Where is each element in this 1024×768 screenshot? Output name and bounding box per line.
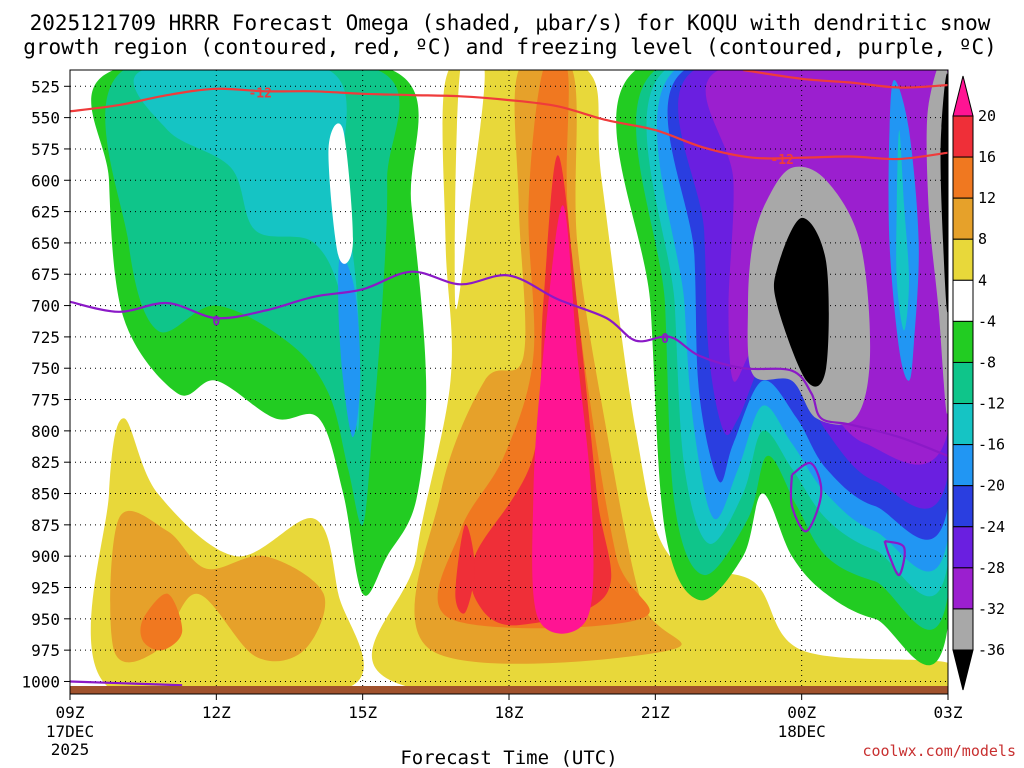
omega-region-omega-blue-a: [338, 255, 361, 438]
colorbar-level-label: 4: [978, 271, 987, 289]
colorbar-bin: [952, 361, 974, 405]
omega-region-white-gap-a: [328, 123, 353, 264]
colorbar-bin: [952, 444, 974, 487]
y-axis-ticks: 525 550 575 600 625 650 675 700 725 750 775 800 825 8…: [21, 77, 70, 691]
chart-title-line2: growth region (contoured, red, ºC) and f…: [23, 35, 997, 59]
plot-area: -12 -12 0 0: [70, 70, 948, 694]
omega-region-neg-black: [773, 217, 829, 387]
colorbar-level-label: -8: [978, 353, 996, 371]
colorbar-level-label: 12: [978, 189, 996, 207]
x-tick-label: 21Z: [641, 703, 670, 722]
x-tick-year: 2025: [51, 740, 90, 759]
contour-label: 0: [661, 332, 669, 347]
x-tick-label: 15Z: [348, 703, 377, 722]
colorbar-bin: [952, 279, 974, 322]
colorbar: 20 16 12 8 4 -4 -8 -12 -16 -20 -24 -28 -32 -36: [952, 75, 1005, 691]
colorbar-bin: [952, 238, 974, 281]
colorbar-bin: [952, 115, 974, 158]
colorbar-bin: [952, 567, 974, 610]
colorbar-level-label: -20: [978, 477, 1005, 495]
omega-region-pos-red-small: [455, 524, 475, 614]
contour-freezing-loop-a: [789, 461, 823, 533]
omega-shading: [90, 70, 948, 694]
colorbar-bin: [952, 485, 974, 528]
omega-region-white-gap-b: [454, 70, 485, 310]
y-tick-label: 900: [31, 547, 60, 566]
colorbar-bin: [952, 608, 974, 651]
ground-surface: [70, 686, 948, 694]
y-tick-label: 600: [31, 171, 60, 190]
omega-region-neg-cyan-column: [896, 130, 909, 331]
y-tick-label: 800: [31, 422, 60, 441]
y-tick-label: 850: [31, 485, 60, 504]
chart-title-line1: 2025121709 HRRR Forecast Omega (shaded, …: [30, 11, 991, 35]
contour-freezing-level: [70, 270, 948, 457]
x-tick-label: 18Z: [495, 703, 524, 722]
colorbar-level-label: 20: [978, 107, 996, 125]
x-tick-label: 12Z: [202, 703, 231, 722]
y-tick-label: 675: [31, 265, 60, 284]
y-tick-label: 525: [31, 77, 60, 96]
contour-label: -12: [770, 153, 793, 168]
x-tick-label: 03Z: [934, 703, 963, 722]
y-tick-label: 1000: [21, 672, 60, 691]
contour-dgz-minus12: [70, 87, 948, 161]
y-tick-label: 725: [31, 328, 60, 347]
omega-region-neg-black-edge: [940, 73, 948, 313]
y-tick-label: 875: [31, 516, 60, 535]
y-tick-label: 950: [31, 610, 60, 629]
contour-label: -12: [248, 87, 271, 102]
contour-dgz-minus12-top: [742, 70, 948, 89]
colorbar-top-arrow: [952, 75, 974, 117]
colorbar-level-label: -12: [978, 395, 1005, 413]
omega-region-pos-orange-b: [140, 593, 183, 651]
x-axis-label: Forecast Time (UTC): [400, 747, 617, 768]
y-tick-label: 575: [31, 140, 60, 159]
colorbar-level-label: -24: [978, 518, 1005, 536]
colorbar-level-label: -28: [978, 559, 1005, 577]
colorbar-bin: [952, 320, 974, 363]
colorbar-level-label: -32: [978, 600, 1005, 618]
colorbar-bin: [952, 526, 974, 569]
y-tick-label: 975: [31, 641, 60, 660]
x-tick-date: 17DEC: [46, 722, 94, 741]
contour-freezing-loop-b: [883, 540, 906, 577]
y-tick-label: 775: [31, 391, 60, 410]
colorbar-bottom-arrow: [952, 649, 974, 691]
watermark: coolwx.com/models: [862, 742, 1016, 760]
y-tick-label: 550: [31, 109, 60, 128]
colorbar-bin: [952, 197, 974, 240]
y-tick-label: 625: [31, 203, 60, 222]
contour-label: 0: [212, 315, 220, 330]
x-tick-label: 00Z: [787, 703, 816, 722]
y-tick-label: 825: [31, 453, 60, 472]
omega-region-omega-cyan-a: [133, 70, 360, 431]
colorbar-level-label: -4: [978, 312, 996, 330]
omega-region-pos-magenta: [532, 205, 594, 634]
colorbar-level-label: 16: [978, 148, 996, 166]
x-tick-date: 18DEC: [778, 722, 826, 741]
contour-freezing-surface: [70, 680, 183, 687]
y-tick-label: 650: [31, 234, 60, 253]
colorbar-bin: [952, 403, 974, 446]
x-tick-label: 09Z: [56, 703, 85, 722]
colorbar-level-label: -36: [978, 641, 1005, 659]
dotted-grid: [70, 70, 948, 694]
temperature-contours: -12 -12 0 0: [70, 70, 948, 687]
colorbar-level-label: -16: [978, 436, 1005, 454]
colorbar-bin: [952, 156, 974, 199]
colorbar-level-label: 8: [978, 230, 987, 248]
y-tick-label: 750: [31, 359, 60, 378]
y-tick-label: 925: [31, 578, 60, 597]
y-tick-label: 700: [31, 297, 60, 316]
